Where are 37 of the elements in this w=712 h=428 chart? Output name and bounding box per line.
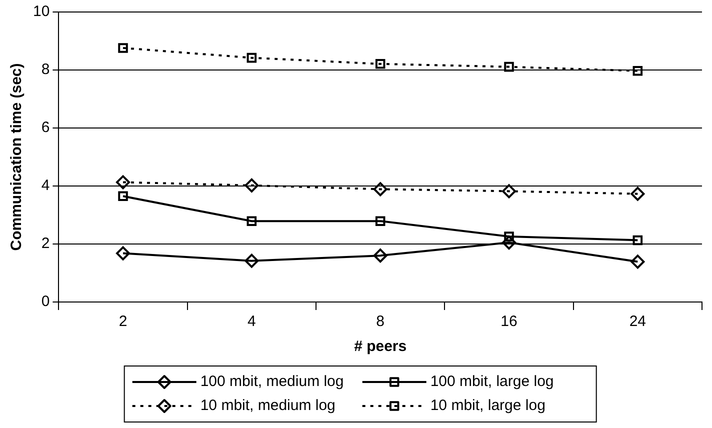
point [502, 236, 516, 250]
point [116, 246, 130, 260]
point [375, 59, 386, 69]
point [502, 184, 516, 198]
point [116, 175, 130, 190]
legend-label: 10 mbit, medium log [200, 397, 336, 414]
y-tick-label: 0 [41, 293, 50, 310]
legend-label: 100 mbit, large log [430, 373, 554, 390]
y-tick-label: 4 [41, 177, 50, 194]
y-tick-label: 10 [32, 3, 50, 20]
point [246, 216, 257, 226]
x-axis-title: # peers [354, 338, 407, 356]
point [632, 66, 643, 76]
y-tick-label: 2 [41, 235, 50, 252]
x-tick-label: 8 [376, 313, 385, 330]
x-tick-label: 16 [500, 313, 518, 330]
legend-label: 10 mbit, large log [430, 397, 546, 414]
x-tick-label: 24 [629, 313, 646, 330]
y-tick-label: 6 [41, 119, 50, 136]
x-tick-label: 4 [248, 313, 256, 330]
y-tick-label: 8 [41, 61, 50, 78]
point [244, 178, 259, 192]
point [375, 216, 386, 226]
point [244, 254, 259, 268]
point [246, 52, 257, 63]
y-axis-title: Communication time (sec) [8, 63, 26, 251]
point [118, 43, 128, 53]
point [630, 186, 645, 201]
legend-label: 100 mbit, medium log [200, 373, 344, 390]
x-tick-label: 2 [118, 313, 128, 330]
point [504, 62, 514, 72]
point [118, 191, 128, 202]
point [373, 182, 388, 196]
point [373, 248, 388, 263]
point [632, 235, 643, 246]
point [630, 254, 645, 269]
point [504, 232, 514, 242]
